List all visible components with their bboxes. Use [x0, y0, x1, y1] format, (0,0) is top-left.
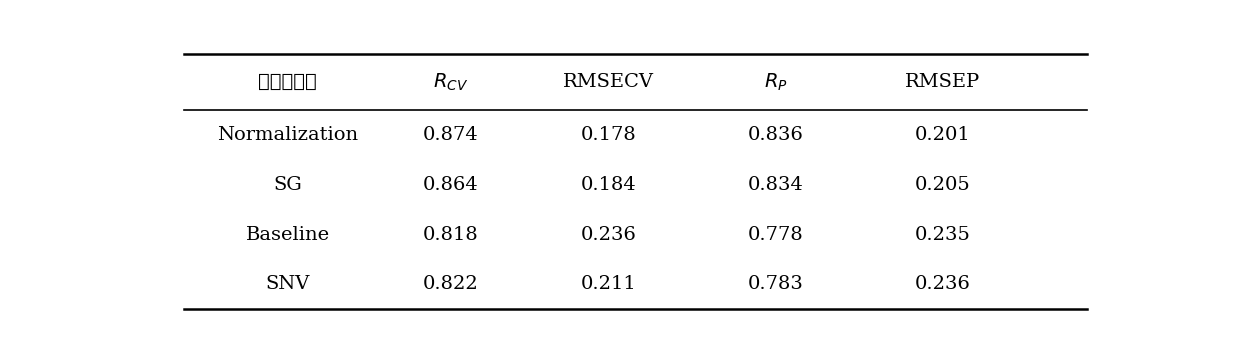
Text: 0.184: 0.184 — [580, 176, 636, 194]
Text: 0.864: 0.864 — [423, 176, 479, 194]
Text: 0.205: 0.205 — [915, 176, 971, 194]
Text: Normalization: Normalization — [217, 126, 358, 144]
Text: 0.836: 0.836 — [748, 126, 804, 144]
Text: 0.783: 0.783 — [748, 275, 804, 293]
Text: 0.874: 0.874 — [423, 126, 479, 144]
Text: 预处理方法: 预处理方法 — [258, 73, 317, 91]
Text: 0.834: 0.834 — [748, 176, 804, 194]
Text: 0.201: 0.201 — [915, 126, 971, 144]
Text: 0.818: 0.818 — [423, 226, 479, 244]
Text: 0.236: 0.236 — [580, 226, 636, 244]
Text: 0.211: 0.211 — [580, 275, 636, 293]
Text: 0.778: 0.778 — [748, 226, 804, 244]
Text: RMSEP: RMSEP — [905, 73, 981, 91]
Text: 0.178: 0.178 — [580, 126, 636, 144]
Text: SG: SG — [273, 176, 303, 194]
Text: 0.235: 0.235 — [915, 226, 971, 244]
Text: Baseline: Baseline — [246, 226, 330, 244]
Text: RMSECV: RMSECV — [563, 73, 653, 91]
Text: 0.822: 0.822 — [423, 275, 479, 293]
Text: $R_{P}$: $R_{P}$ — [764, 72, 787, 93]
Text: $R_{CV}$: $R_{CV}$ — [433, 72, 467, 93]
Text: 0.236: 0.236 — [915, 275, 971, 293]
Text: SNV: SNV — [265, 275, 310, 293]
